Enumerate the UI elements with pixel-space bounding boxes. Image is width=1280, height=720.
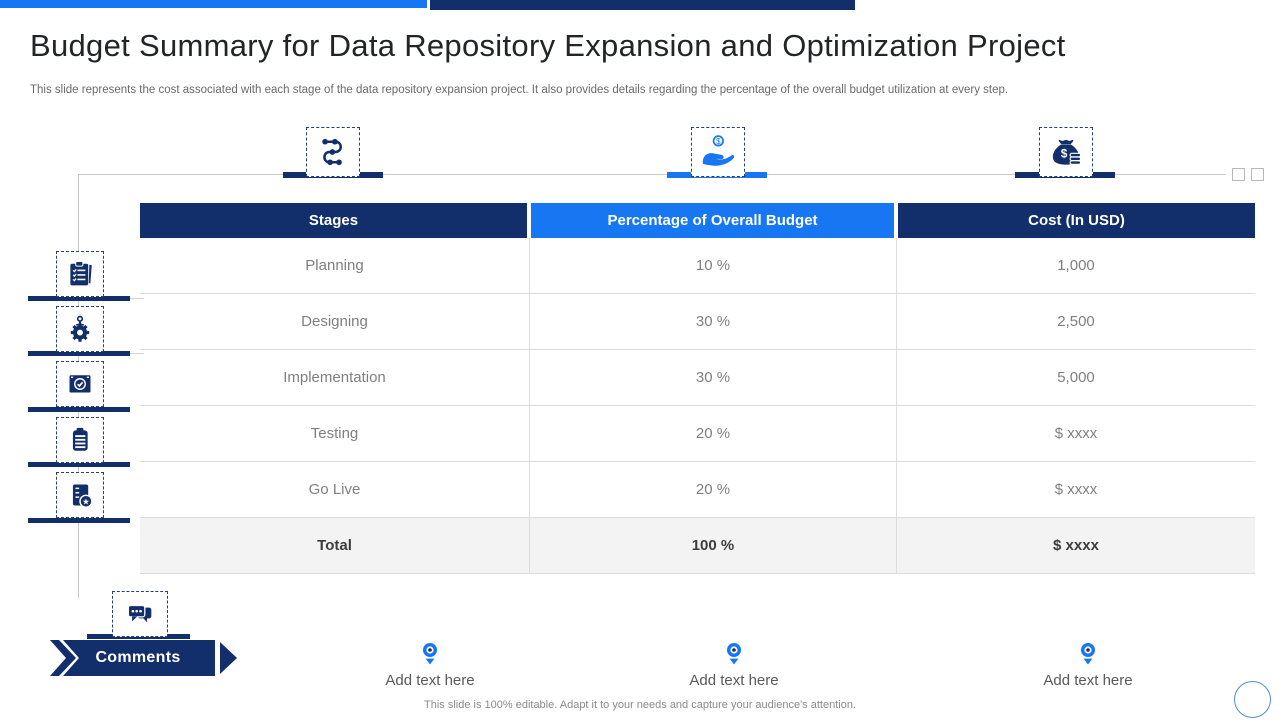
chat-bubbles-icon: [127, 604, 152, 623]
laptop-check-icon: [69, 375, 91, 393]
location-pin-icon: [727, 643, 741, 665]
cost-cell: $ xxxx: [896, 406, 1255, 461]
divider: [130, 353, 144, 354]
icon-underline: [28, 518, 130, 523]
table-row: Testing 20 % $ xxxx: [140, 406, 1255, 462]
process-flow-icon: [322, 138, 342, 166]
left-icon-box: [56, 417, 104, 463]
left-icon-box: [56, 306, 104, 352]
percentage-cell: 30 %: [529, 350, 896, 405]
stage-cell: Designing: [301, 313, 368, 330]
top-ribbon-navy: [430, 0, 855, 10]
divider: [130, 298, 144, 299]
location-pin-icon: [1081, 643, 1095, 665]
budget-table: Stages Percentage of Overall Budget Cost…: [140, 203, 1255, 574]
page-subtitle: This slide represents the cost associate…: [30, 84, 1009, 96]
table-row: Go Live 20 % $ xxxx: [140, 462, 1255, 518]
top-icon-box: [306, 127, 360, 177]
hand-coin-icon: $: [702, 135, 735, 166]
money-bag-icon: $: [1052, 139, 1082, 165]
cost-cell: 5,000: [896, 350, 1255, 405]
stage-cell: Go Live: [308, 481, 361, 498]
table-total-row: Total 100 % $ xxxx: [140, 518, 1255, 574]
total-percentage: 100 %: [529, 518, 896, 573]
icon-underline: [28, 296, 130, 301]
comments-label: Comments: [95, 649, 181, 666]
table-row: Planning 10 % 1,000: [140, 238, 1255, 294]
circle-decoration: [1234, 681, 1271, 718]
cost-cell: 1,000: [896, 238, 1255, 293]
icon-underline: [28, 351, 130, 356]
svg-text:$: $: [1061, 147, 1068, 161]
gear-tool-icon: [70, 315, 90, 342]
stage-cell: Implementation: [283, 369, 386, 386]
icon-underline: [28, 407, 130, 412]
table-row: Implementation 30 % 5,000: [140, 350, 1255, 406]
table-header-row: Stages Percentage of Overall Budget Cost…: [140, 203, 1255, 238]
percentage-cell: 10 %: [529, 238, 896, 293]
comments-banner[interactable]: [50, 640, 246, 676]
stage-cell: Planning: [305, 257, 364, 274]
comments-icon-box: [112, 591, 168, 637]
clipboard-checklist-icon: [70, 261, 92, 286]
footer-note: This slide is 100% editable. Adapt it to…: [424, 699, 856, 711]
link-squares-icon: [1232, 168, 1245, 181]
svg-text:$: $: [716, 137, 721, 146]
left-icon-box: [56, 251, 104, 297]
top-icon-box: $: [1039, 127, 1093, 177]
text-placeholder[interactable]: Add text here: [385, 672, 475, 689]
header-stages: Stages: [140, 203, 527, 238]
top-connector-line: [78, 174, 1226, 175]
page-title: Budget Summary for Data Repository Expan…: [30, 28, 1066, 63]
server-star-icon: ★: [72, 484, 93, 508]
top-ribbon-blue: [0, 0, 427, 8]
text-placeholder[interactable]: Add text here: [689, 672, 779, 689]
header-percentage: Percentage of Overall Budget: [531, 203, 894, 238]
percentage-cell: 20 %: [529, 406, 896, 461]
cost-cell: $ xxxx: [896, 462, 1255, 517]
left-icon-box: ★: [56, 472, 104, 518]
percentage-cell: 30 %: [529, 294, 896, 349]
left-icon-box: [56, 361, 104, 407]
top-icon-box: $: [691, 127, 745, 177]
report-document-icon: [72, 427, 88, 451]
total-label: Total: [317, 537, 352, 554]
link-squares-icon: [1251, 168, 1264, 181]
text-placeholder[interactable]: Add text here: [1043, 672, 1133, 689]
header-cost: Cost (In USD): [898, 203, 1255, 238]
stage-cell: Testing: [310, 425, 359, 442]
location-pin-icon: [423, 643, 437, 665]
cost-cell: 2,500: [896, 294, 1255, 349]
total-cost: $ xxxx: [896, 518, 1255, 573]
percentage-cell: 20 %: [529, 462, 896, 517]
icon-underline: [28, 462, 130, 467]
svg-text:★: ★: [82, 497, 90, 507]
table-row: Designing 30 % 2,500: [140, 294, 1255, 350]
